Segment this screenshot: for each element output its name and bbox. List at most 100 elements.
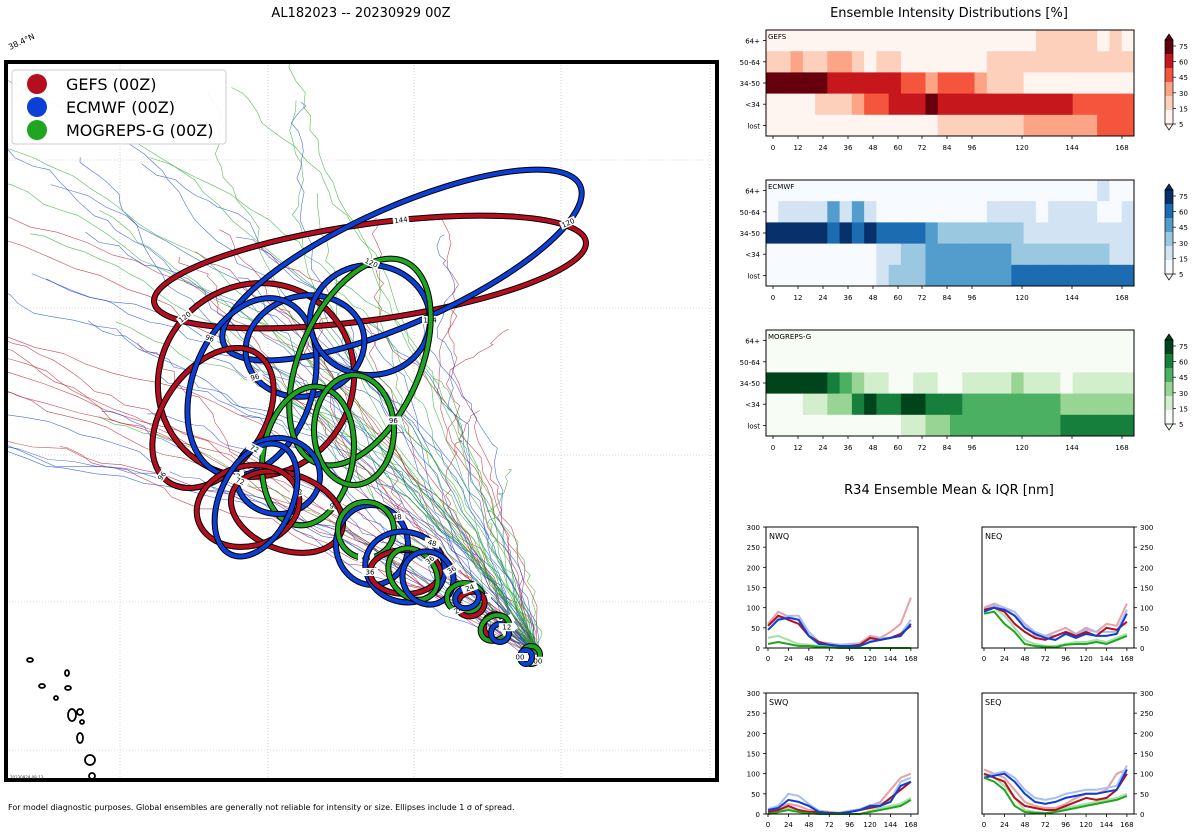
heatmap-cell — [1048, 393, 1061, 416]
heatmap-cell — [974, 243, 988, 266]
heatmap-cell — [1121, 72, 1135, 94]
heatmap-cell — [999, 180, 1012, 202]
heatmap-cell — [950, 201, 963, 223]
heatmap-cell — [815, 414, 828, 437]
heatmap-cell — [888, 414, 902, 437]
heatmap-cell — [802, 51, 816, 73]
island-outline — [67, 708, 77, 722]
heatmap-cell — [1048, 351, 1061, 373]
ensemble-track — [433, 378, 543, 656]
colorbar-tick: 45 — [1179, 224, 1188, 232]
r34-series-line — [983, 606, 1128, 641]
r34-y-tick: 150 — [747, 751, 760, 759]
heatmap-cell — [864, 264, 877, 287]
heatmap-colorbar: 75 60 45 30 15 5 — [1164, 33, 1188, 131]
heatmap-cell — [962, 114, 975, 137]
heatmap-cell — [888, 114, 902, 137]
heatmap-cell — [1048, 264, 1061, 287]
heatmap-row-label: 34-50 — [740, 230, 760, 238]
r34-panel-nwq: NWQ 0 50 100 150 200 250 300 0 24 48 72 96 120 144 168 — [747, 524, 919, 663]
ensemble-track — [6, 444, 539, 656]
ecmwf-spread-ellipse: 72 — [211, 440, 301, 560]
r34-panel-name: NEQ — [985, 532, 1002, 541]
heatmap-cell — [900, 114, 914, 137]
heatmap-cell — [1035, 180, 1049, 202]
ensemble-track — [6, 391, 539, 656]
r34-x-tick: 24 — [784, 821, 793, 829]
heatmap-cell — [888, 222, 902, 244]
heatmap-cell — [913, 72, 926, 94]
heatmap-cell — [937, 414, 951, 437]
ellipse-hour-label: 96 — [204, 333, 216, 344]
heatmap-cell — [888, 93, 902, 116]
ecmwf-spread-ellipse: 24 — [452, 581, 482, 612]
heatmap-cell — [1023, 30, 1037, 52]
ensemble-track — [486, 469, 540, 656]
heatmap-colorbar: 75 60 45 30 15 5 — [1164, 333, 1188, 431]
heatmap-cell — [1084, 222, 1098, 244]
r34-x-tick: 48 — [804, 655, 813, 663]
heatmap-cell — [851, 222, 865, 244]
heatmap-cell — [876, 30, 890, 52]
r34-x-tick: 48 — [1020, 821, 1029, 829]
heatmap-cell — [913, 351, 926, 373]
heatmap-cell — [986, 180, 1000, 202]
ellipse-hour-label: 36 — [446, 564, 458, 576]
heatmap-cell — [876, 180, 890, 202]
heatmap-row-label: 50-64 — [740, 59, 761, 67]
heatmap-cell — [790, 51, 804, 73]
heatmap-cell — [913, 93, 926, 116]
heatmap-cell — [1060, 222, 1074, 244]
heatmap-row-label: 50-64 — [740, 209, 761, 217]
heatmap-cell — [962, 201, 975, 223]
heatmap-cell — [900, 414, 914, 437]
heatmap-cell — [778, 222, 791, 244]
heatmap-cell — [950, 114, 963, 137]
heatmap-cell — [1109, 264, 1123, 287]
r34-x-tick: 72 — [825, 821, 834, 829]
heatmap-x-tick: 96 — [968, 444, 977, 452]
heatmap-cell — [1097, 222, 1110, 244]
heatmap-cell — [974, 51, 988, 73]
ensemble-track — [115, 321, 539, 656]
heatmap-cell — [986, 264, 1000, 287]
heatmap-cell — [766, 351, 779, 373]
r34-x-tick: 144 — [884, 655, 898, 663]
heatmap-cell — [1109, 30, 1123, 52]
heatmap-cell — [1109, 72, 1123, 94]
heatmap-cell — [876, 93, 890, 116]
heatmap-cell — [1011, 330, 1024, 352]
heatmap-cell — [876, 201, 890, 223]
heatmap-cell — [851, 393, 865, 416]
heatmap-cell — [851, 330, 865, 352]
intensity-title: Ensemble Intensity Distributions [%] — [830, 6, 1068, 21]
heatmap-cell — [876, 222, 890, 244]
heatmap-row-label: <34 — [745, 101, 760, 109]
heatmap-cell — [1060, 30, 1074, 52]
heatmap-cell — [1109, 330, 1123, 352]
heatmap-cell — [802, 351, 816, 373]
heatmap-x-tick: 12 — [794, 144, 803, 152]
heatmap-cell — [864, 330, 877, 352]
colorbar-tick: 45 — [1179, 74, 1188, 82]
heatmap-cell — [962, 264, 975, 287]
heatmap-cell — [1023, 372, 1037, 394]
r34-y-tick: 200 — [747, 730, 760, 738]
heatmap-cell — [778, 201, 791, 223]
heatmap-cell — [1097, 372, 1110, 394]
heatmap-x-tick: 0 — [771, 444, 775, 452]
heatmap-cell — [999, 30, 1012, 52]
heatmap-cell — [815, 393, 828, 416]
heatmap-panel-name: GEFS — [768, 33, 787, 41]
heatmap-cell — [790, 351, 804, 373]
heatmap-row-label: <34 — [745, 251, 760, 259]
heatmap-cell — [790, 330, 804, 352]
heatmap-cell — [962, 330, 975, 352]
heatmap-cell — [1035, 414, 1049, 437]
heatmap-cell — [974, 114, 988, 137]
r34-y-tick: 100 — [747, 605, 760, 613]
heatmap-cell — [1035, 222, 1049, 244]
ellipse-hour-label: 24 — [453, 605, 465, 616]
heatmap-cell — [1035, 243, 1049, 266]
heatmap-cell — [925, 222, 939, 244]
